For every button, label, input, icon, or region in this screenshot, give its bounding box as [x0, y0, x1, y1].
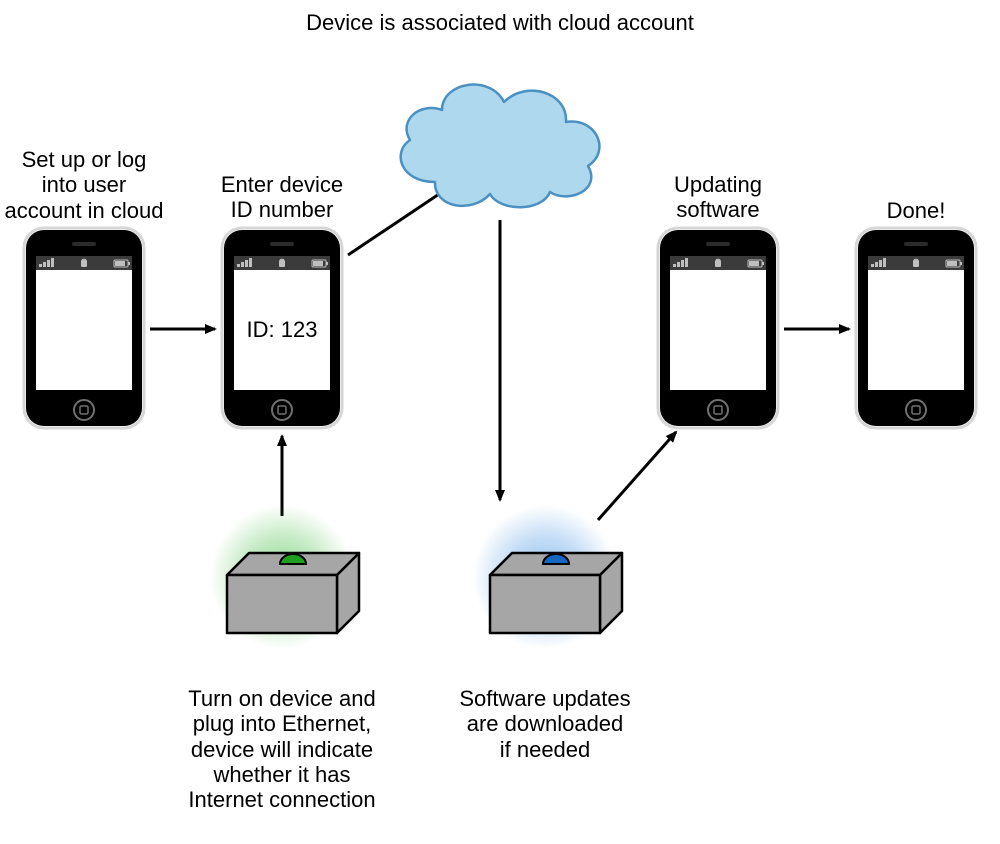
- phone-2: ID: 123: [220, 226, 344, 430]
- device-blue: [453, 493, 637, 677]
- lbl-cloud: Device is associated with cloud account: [250, 10, 750, 35]
- lbl-phone2: Enter device ID number: [202, 172, 362, 223]
- phone-2-screen-text: ID: 123: [247, 317, 318, 342]
- device-green: [190, 493, 374, 677]
- lbl-dev-green: Turn on device and plug into Ethernet, d…: [167, 686, 397, 812]
- lbl-phone3: Updating software: [638, 172, 798, 223]
- cloud-icon: [380, 62, 620, 222]
- phone-4: [854, 226, 978, 430]
- phone-3: [656, 226, 780, 430]
- phone-1: [22, 226, 146, 430]
- lbl-phone4: Done!: [846, 198, 986, 223]
- lbl-phone1: Set up or log into user account in cloud: [0, 147, 174, 223]
- lbl-dev-blue: Software updates are downloaded if neede…: [435, 686, 655, 762]
